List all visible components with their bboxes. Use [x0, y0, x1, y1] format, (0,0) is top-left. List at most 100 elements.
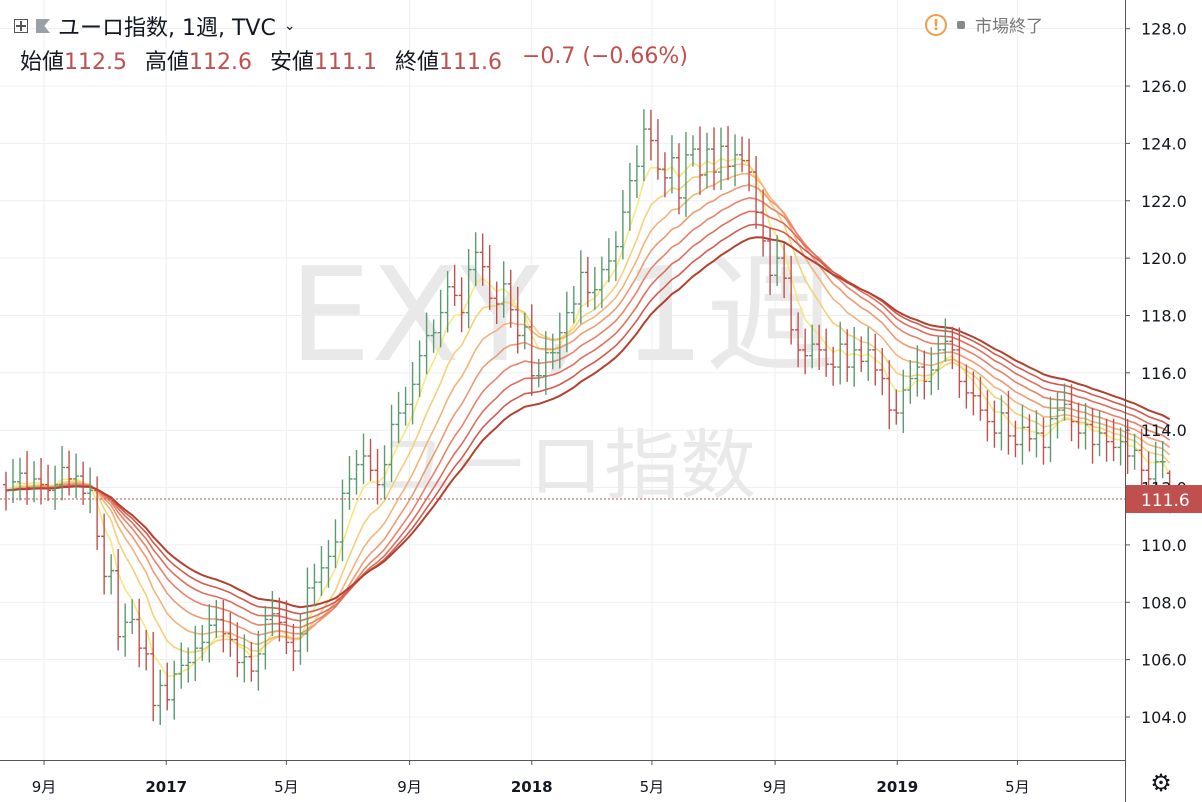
ohlc-bar — [781, 243, 788, 299]
ohlc-bar — [956, 327, 963, 398]
ohlc-bar — [900, 369, 907, 434]
x-tick-label: 5月 — [1005, 778, 1030, 796]
watermark-name: ユーロ指数 — [376, 421, 756, 510]
ohlc-bar — [816, 324, 823, 370]
ohlc-bar — [157, 669, 164, 726]
open-value: 112.5 — [64, 50, 127, 75]
ohlc-bar — [3, 471, 9, 511]
settings-gear-icon[interactable]: ⚙ — [1150, 769, 1172, 797]
ohlc-bar — [914, 345, 921, 397]
ohlc-bar — [1026, 414, 1033, 452]
symbol-title-row[interactable]: ユーロ指数, 1週, TVC ⌄ — [14, 10, 296, 42]
ohlc-bar — [872, 333, 879, 386]
market-status[interactable]: ! 市場終了 — [925, 12, 1043, 37]
ohlc-bar — [395, 391, 402, 444]
ohlc-bar — [711, 127, 718, 191]
ohlc-bar — [984, 390, 991, 442]
ohlc-bar — [647, 109, 654, 161]
ohlc-bar — [199, 624, 206, 661]
ohlc-bar — [234, 622, 241, 678]
close-label: 終値 — [395, 50, 440, 75]
ohlc-bar — [1145, 451, 1152, 491]
x-tick-label: 9月 — [32, 778, 57, 796]
y-tick-label: 124.0 — [1141, 134, 1187, 153]
ohlc-bar — [311, 563, 318, 606]
ohlc-bar — [381, 445, 388, 500]
ohlc-bar — [802, 328, 809, 375]
ohlc-bar — [633, 145, 640, 198]
warning-icon[interactable]: ! — [925, 13, 947, 36]
ohlc-bar — [472, 232, 479, 287]
ohlc-bar — [220, 600, 227, 653]
ohlc-bar — [206, 604, 213, 663]
ma-20-line — [5, 184, 1171, 636]
ohlc-bar — [732, 134, 739, 187]
ohlc-bar — [402, 386, 409, 426]
ohlc-bar — [795, 312, 802, 368]
ohlc-bar — [696, 126, 703, 195]
ohlc-bar — [998, 395, 1005, 451]
ohlc-bar — [360, 433, 367, 485]
ohlc-bar — [500, 261, 507, 318]
ohlc-bar — [907, 359, 914, 404]
ma-10-line — [5, 163, 1171, 654]
ohlc-bar — [276, 597, 283, 642]
ohlc-bar — [430, 319, 437, 353]
last-price-label: 111.6 — [1141, 491, 1190, 511]
flag-icon[interactable] — [36, 19, 50, 33]
ohlc-bar — [1131, 433, 1138, 470]
ohlc-bar — [928, 347, 935, 396]
ohlc-bar — [704, 132, 710, 189]
ohlc-bar — [73, 453, 80, 499]
ohlc-bar — [213, 599, 220, 638]
ohlc-bar — [970, 371, 977, 416]
ohlc-bar — [31, 461, 38, 503]
ohlc-bar — [94, 476, 101, 551]
ohlc-bar — [1138, 428, 1145, 491]
ohlc-bar — [1033, 410, 1040, 458]
ohlc-bar — [718, 127, 725, 191]
ohlc-bar — [346, 456, 353, 510]
symbol-label[interactable]: ユーロ指数, 1週, TVC — [58, 16, 276, 41]
ohlc-bar — [521, 312, 528, 350]
ohlc-bar — [830, 346, 837, 386]
ma-40-line — [5, 236, 1171, 609]
ohlc-bar — [584, 256, 591, 308]
ohlc-bar — [24, 451, 31, 505]
ohlc-bar — [1068, 384, 1075, 442]
ohlc-bar — [269, 590, 276, 637]
ma-35-line — [5, 223, 1171, 615]
ohlc-bar — [1110, 418, 1117, 462]
ohlc-bar — [837, 321, 844, 385]
ohlc-bar — [388, 404, 395, 482]
ohlc-bar — [248, 641, 255, 682]
ohlc-bar — [318, 545, 325, 596]
ohlc-bar — [486, 245, 493, 310]
x-tick-label: 9月 — [397, 778, 422, 796]
ohlc-bar — [774, 235, 781, 286]
ohlc-bar — [725, 125, 732, 181]
ohlc-bar — [556, 312, 563, 369]
y-tick-label: 106.0 — [1141, 651, 1187, 670]
ohlc-bar — [528, 304, 535, 396]
ohlc-bar — [1012, 420, 1019, 458]
expand-icon[interactable] — [14, 19, 28, 33]
ohlc-bar — [1103, 418, 1110, 462]
ohlc-bar — [192, 625, 199, 682]
close-value: 111.6 — [439, 50, 502, 75]
ohlc-bar — [654, 119, 661, 180]
y-tick-label: 120.0 — [1141, 249, 1187, 268]
chevron-down-icon[interactable]: ⌄ — [283, 18, 296, 34]
ohlc-bar — [227, 612, 234, 657]
y-tick-label: 126.0 — [1141, 77, 1187, 96]
ohlc-bar — [549, 333, 556, 370]
ohlc-bar — [108, 554, 115, 595]
change-value: −0.7 (−0.66%) — [522, 44, 688, 69]
ohlc-bar — [507, 269, 514, 328]
ohlc-bar — [87, 467, 94, 514]
ohlc-bar — [942, 318, 949, 362]
ohlc-bar — [844, 329, 851, 382]
ohlc-bar — [739, 136, 746, 173]
